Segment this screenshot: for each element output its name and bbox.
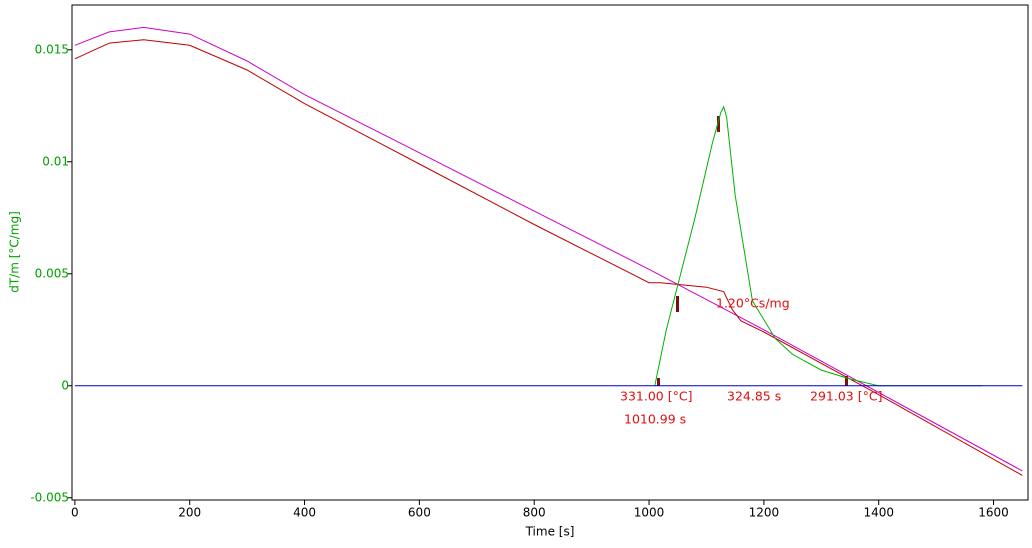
y-tick-label: 0.005 bbox=[35, 266, 69, 280]
annotation: 291.03 [°C] bbox=[810, 389, 882, 404]
x-tick-label: 1400 bbox=[863, 506, 894, 520]
y-tick-label: -0.005 bbox=[30, 490, 69, 504]
marker bbox=[676, 296, 679, 312]
marker bbox=[657, 378, 660, 386]
annotation: 1010.99 s bbox=[624, 412, 686, 427]
series-line bbox=[654, 105, 983, 387]
x-tick-label: 400 bbox=[293, 506, 316, 520]
x-tick-label: 600 bbox=[408, 506, 431, 520]
y-tick-label: 0.01 bbox=[42, 154, 69, 168]
x-tick-label: 200 bbox=[178, 506, 201, 520]
x-tick-label: 1000 bbox=[634, 506, 665, 520]
plot-frame bbox=[71, 4, 1029, 501]
x-tick-label: 1200 bbox=[749, 506, 780, 520]
annotation: 331.00 [°C] bbox=[620, 389, 692, 404]
annotation: 324.85 s bbox=[727, 389, 781, 404]
y-tick-label: 0.015 bbox=[35, 42, 69, 56]
x-axis-label: Time [s] bbox=[525, 525, 575, 539]
x-tick-label: 0 bbox=[71, 506, 79, 520]
y-axis-label: dT/m [°C/mg] bbox=[8, 211, 22, 293]
series-line bbox=[74, 26, 1023, 472]
x-tick-label: 1600 bbox=[978, 506, 1009, 520]
series-line bbox=[74, 39, 1023, 476]
annotation: 1.20°Cs/mg bbox=[716, 296, 790, 311]
marker bbox=[845, 376, 848, 386]
x-tick-label: 800 bbox=[523, 506, 546, 520]
y-tick-label: 0 bbox=[61, 378, 69, 392]
markers bbox=[657, 116, 848, 386]
marker bbox=[717, 116, 720, 132]
